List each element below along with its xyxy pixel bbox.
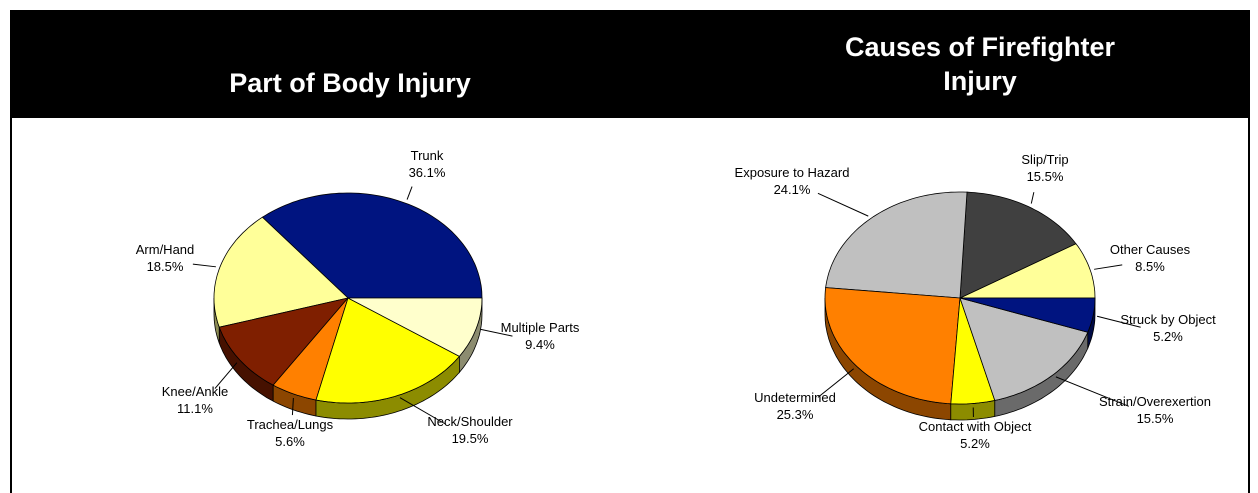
leader-line (817, 192, 869, 217)
slice-label: Neck/Shoulder (427, 414, 513, 429)
pie-slice (959, 191, 1077, 299)
slice-value: 19.5% (452, 431, 489, 446)
slice-label: Strain/Overexertion (1099, 394, 1211, 409)
slice-value: 5.6% (275, 434, 305, 449)
leader-line (1055, 376, 1129, 407)
leader-line (1094, 264, 1123, 270)
pie-slice (824, 287, 961, 405)
slice-value: 8.5% (1135, 259, 1165, 274)
pie-slice (272, 297, 349, 401)
leader-line (214, 362, 238, 389)
slice-label: Slip/Trip (1021, 152, 1068, 167)
pie-slice (950, 297, 996, 405)
leader-line (406, 186, 413, 200)
pie-slice (959, 297, 1096, 333)
leader-line (1030, 192, 1035, 204)
slice-value: 18.5% (147, 259, 184, 274)
pie-slice (825, 191, 968, 299)
slice-value: 5.2% (960, 436, 990, 451)
slice-label: Undetermined (754, 390, 836, 405)
slice-value: 11.1% (177, 401, 213, 416)
slice-value: 9.4% (525, 337, 555, 352)
slice-label: Trachea/Lungs (247, 417, 334, 432)
leader-line (817, 368, 854, 398)
slice-label: Multiple Parts (501, 320, 580, 335)
leader-line (399, 397, 446, 425)
header-band (10, 10, 1250, 118)
slice-label: Arm/Hand (136, 242, 195, 257)
slice-value: 15.5% (1027, 169, 1064, 184)
slice-value: 5.2% (1153, 329, 1183, 344)
slice-label: Struck by Object (1120, 312, 1216, 327)
slice-label: Contact with Object (919, 419, 1032, 434)
pie-slice (213, 216, 349, 328)
leader-line (1096, 315, 1141, 328)
leader-line (192, 263, 216, 268)
leader-line (480, 328, 513, 337)
slice-value: 36.1% (409, 165, 446, 180)
slice-value: 15.5% (1137, 411, 1174, 426)
pie-slice (315, 297, 461, 404)
pie-slice (959, 243, 1096, 299)
pie-slice (959, 297, 1089, 401)
pie-slice (218, 297, 350, 386)
slice-label: Exposure to Hazard (735, 165, 850, 180)
slice-label: Knee/Ankle (162, 384, 229, 399)
pie-slice (347, 297, 483, 357)
chart-title: Part of Body Injury (229, 68, 471, 98)
slice-label: Trunk (411, 148, 444, 163)
slice-value: 24.1% (774, 182, 811, 197)
pie-slice (261, 192, 483, 299)
chart-title: Causes of Firefighter Injury (844, 32, 1116, 96)
slice-label: Other Causes (1110, 242, 1191, 257)
slice-value: 25.3% (777, 407, 814, 422)
leader-line (291, 397, 294, 416)
